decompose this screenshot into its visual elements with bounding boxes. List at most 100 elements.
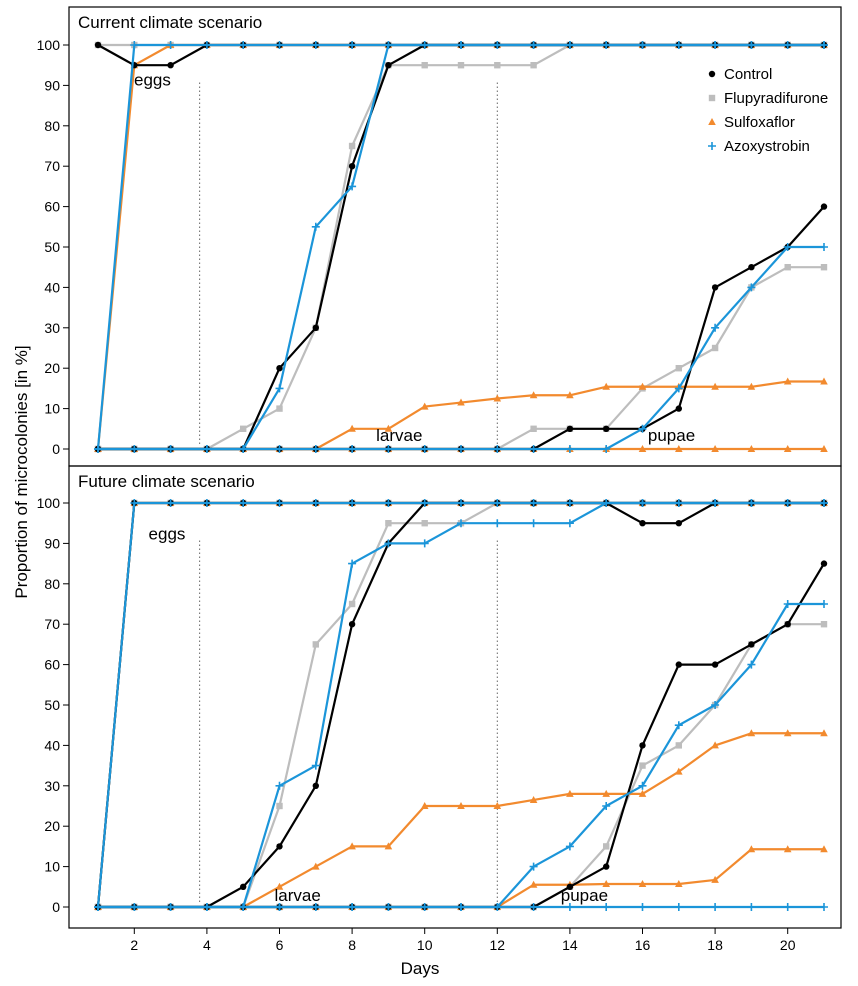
panel-frame: [68, 465, 842, 929]
data-point: [711, 445, 719, 452]
data-point: [602, 802, 611, 810]
data-point: [675, 742, 682, 749]
data-point: [348, 424, 356, 432]
data-point: [348, 842, 356, 850]
data-point: [820, 845, 828, 853]
data-point: [603, 843, 610, 850]
data-point: [566, 883, 574, 890]
data-point: [638, 781, 647, 790]
stage-label-larvae: larvae: [274, 886, 320, 905]
data-point: [493, 394, 502, 402]
data-point: [276, 405, 283, 412]
data-point: [820, 264, 828, 271]
panel-title: Current climate scenario: [78, 13, 262, 32]
data-point: [638, 382, 647, 390]
series-line: [98, 563, 825, 909]
data-point: [385, 61, 392, 69]
data-point: [638, 445, 647, 452]
data-point: [820, 729, 828, 737]
data-point: [384, 903, 393, 911]
data-point: [130, 499, 139, 507]
data-point: [311, 903, 320, 911]
data-point: [166, 445, 175, 453]
data-point: [711, 741, 719, 749]
data-point: [602, 789, 610, 797]
data-point: [675, 661, 682, 668]
series-flupyradifurone: [94, 41, 828, 453]
data-point: [529, 499, 538, 507]
x-tick-label: 12: [490, 937, 506, 953]
y-tick-label: 10: [44, 859, 60, 875]
data-point: [711, 323, 720, 332]
data-point: [674, 384, 683, 393]
data-point: [747, 499, 756, 507]
data-point: [747, 729, 756, 737]
data-point: [530, 425, 537, 432]
y-tick-label: 100: [37, 495, 61, 511]
legend-marker: [708, 94, 716, 102]
data-point: [748, 641, 755, 648]
data-point: [565, 519, 574, 528]
data-point: [820, 203, 828, 210]
data-point: [783, 729, 792, 737]
data-point: [529, 880, 538, 888]
data-point: [783, 845, 792, 853]
legend-marker: [708, 118, 716, 125]
data-point: [348, 142, 356, 150]
data-point: [312, 782, 319, 789]
data-point: [747, 903, 756, 911]
data-point: [566, 789, 574, 797]
data-point: [94, 445, 102, 453]
data-point: [311, 761, 320, 770]
x-tick-label: 16: [635, 937, 651, 953]
data-point: [167, 61, 174, 69]
data-point: [638, 424, 647, 433]
data-point: [529, 519, 538, 528]
data-point: [166, 903, 175, 911]
data-point: [674, 903, 683, 911]
data-point: [384, 424, 393, 432]
panel-title: Future climate scenario: [78, 472, 255, 491]
series-azoxystrobin: [94, 41, 828, 453]
data-point: [566, 391, 574, 399]
data-point: [603, 863, 610, 870]
stage-label-eggs: eggs: [149, 524, 186, 543]
data-point: [638, 41, 647, 49]
data-point: [385, 520, 392, 527]
x-tick-label: 8: [348, 937, 356, 953]
data-point: [783, 41, 792, 49]
legend-label: Flupyradifurone: [724, 90, 828, 107]
data-point: [711, 284, 719, 291]
data-point: [239, 903, 248, 911]
data-point: [420, 402, 429, 410]
data-point: [348, 600, 356, 608]
data-point: [711, 661, 719, 668]
data-point: [565, 842, 574, 851]
data-point: [312, 324, 319, 331]
legend-item-control: Control: [708, 66, 772, 83]
x-tick-label: 14: [562, 937, 578, 953]
series-control: [94, 41, 828, 453]
data-point: [784, 264, 791, 271]
data-point: [529, 903, 538, 911]
data-point: [674, 41, 683, 49]
y-tick-label: 50: [44, 697, 60, 713]
data-point: [311, 41, 320, 49]
legend-label: Sulfoxaflor: [724, 114, 795, 131]
data-point: [94, 903, 102, 911]
x-axis-label: Days: [401, 959, 440, 978]
data-point: [202, 41, 211, 49]
data-point: [747, 660, 756, 669]
data-point: [529, 445, 538, 453]
data-point: [420, 499, 429, 507]
data-point: [820, 621, 828, 628]
data-point: [94, 41, 102, 49]
data-point: [603, 425, 610, 432]
data-point: [711, 903, 720, 911]
data-point: [493, 445, 502, 453]
series-line: [98, 380, 824, 451]
data-point: [639, 520, 646, 527]
data-point: [312, 641, 319, 648]
y-tick-label: 60: [44, 657, 60, 673]
